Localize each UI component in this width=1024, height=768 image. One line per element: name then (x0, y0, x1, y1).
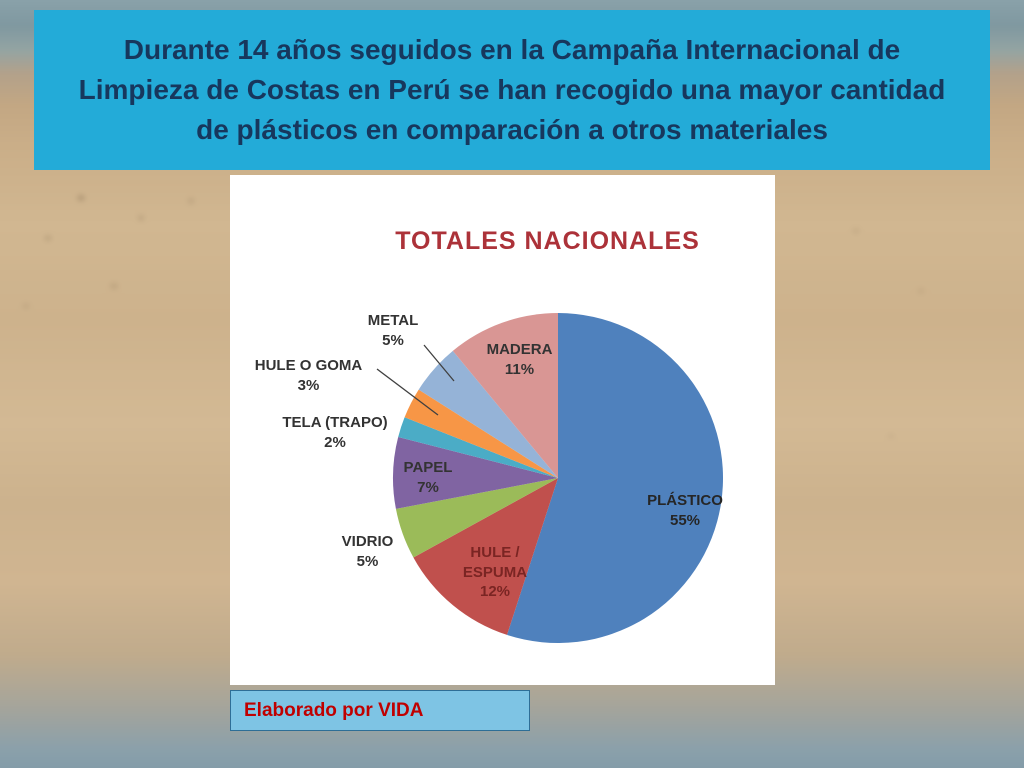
pie-label-hule-espuma-name: HULE / ESPUMA (462, 544, 528, 581)
hule-o-goma-leader-line (376, 368, 439, 416)
credit-box: Elaborado por VIDA (230, 690, 530, 731)
pie-label-hule-o-goma-pct: 3% (297, 376, 320, 394)
pie-label-hule-o-goma: HULE O GOMA 3% (240, 356, 377, 395)
pie-label-papel: PAPEL 7% (393, 458, 463, 497)
pie-slice-metal (418, 350, 558, 478)
pie-label-metal-pct: 5% (382, 331, 404, 349)
pie-label-tela-trapo-pct: 2% (324, 433, 346, 451)
pie-slice-hule-o-goma (404, 389, 558, 478)
pie-label-madera-name: MADERA (486, 341, 553, 358)
pie-label-tela-trapo: TELA (TRAPO) 2% (270, 413, 400, 452)
pie-slices-group (392, 313, 724, 643)
pie-label-madera: MADERA 11% (477, 340, 562, 379)
pie-label-vidrio-pct: 5% (356, 552, 379, 570)
chart-panel: TOTALES NACIONALES PLÁSTICO 55% HULE / E… (230, 175, 775, 685)
pie-slice-tela-trapo (398, 417, 558, 478)
pie-label-hule-o-goma-name: HULE O GOMA (254, 357, 363, 374)
pie-label-papel-pct: 7% (417, 478, 439, 496)
header-title-text: Durante 14 años seguidos en la Campaña I… (78, 34, 946, 145)
credit-text: Elaborado por VIDA (244, 699, 424, 721)
pie-label-tela-trapo-name: TELA (TRAPO) (282, 414, 388, 431)
pie-label-madera-pct: 11% (504, 360, 535, 378)
pie-label-vidrio: VIDRIO 5% (330, 532, 405, 571)
pie-label-metal-name: METAL (367, 312, 419, 329)
metal-leader-line (423, 344, 455, 382)
header-banner: Durante 14 años seguidos en la Campaña I… (34, 10, 990, 170)
pie-slice-hule-espuma (413, 478, 558, 635)
pie-slice-plástico (507, 313, 724, 643)
pie-slice-papel (392, 436, 558, 509)
pie-label-hule-espuma: HULE / ESPUMA 12% (451, 543, 539, 602)
pie-label-vidrio-name: VIDRIO (341, 533, 394, 550)
pie-label-plastico-pct: 55% (669, 511, 701, 529)
pie-slice-vidrio (395, 478, 558, 558)
pie-label-hule-espuma-pct: 12% (479, 583, 511, 600)
pie-slice-madera (452, 313, 558, 478)
pie-label-metal: METAL 5% (358, 311, 428, 350)
pie-chart (376, 313, 724, 643)
chart-title: TOTALES NACIONALES (395, 227, 700, 255)
pie-label-plastico-name: PLÁSTICO (647, 492, 723, 509)
pie-label-papel-name: PAPEL (403, 459, 453, 476)
pie-label-plastico: PLÁSTICO 55% (635, 491, 735, 530)
